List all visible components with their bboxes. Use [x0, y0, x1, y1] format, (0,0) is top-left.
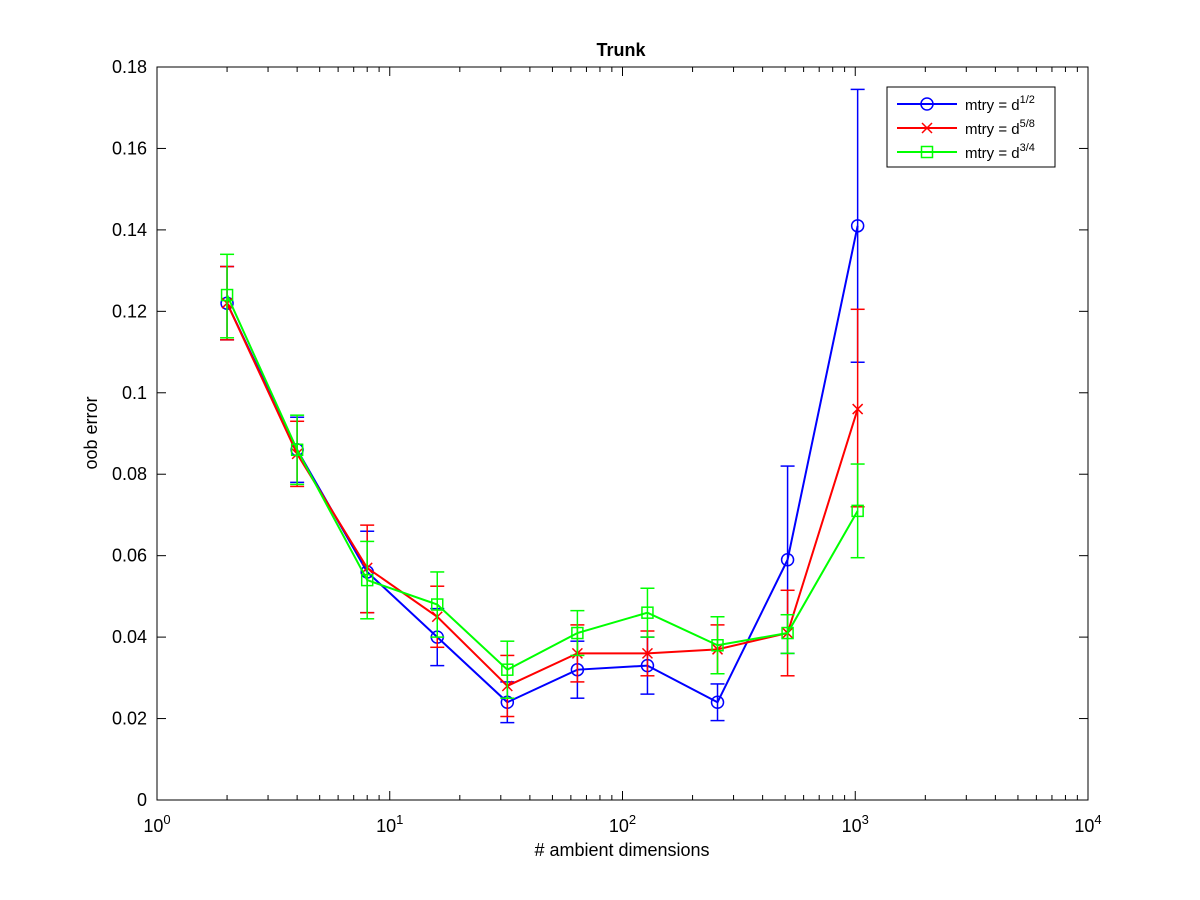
data-point-square — [711, 639, 724, 652]
data-point-square — [851, 504, 864, 518]
x-marker-stroke — [641, 647, 653, 659]
y-tick-label: 0.02 — [112, 709, 147, 729]
legend-label: mtry = d5/8 — [965, 118, 1035, 138]
error-bar — [710, 683, 725, 722]
y-tick-label: 0.08 — [112, 464, 147, 484]
data-point-square — [220, 288, 234, 302]
legend-entry: mtry = d1/2 — [897, 94, 1035, 114]
y-tick-label: 0.18 — [112, 57, 147, 77]
y-tick-label: 0.06 — [112, 546, 147, 566]
x-tick-label-base: 10 — [842, 816, 862, 836]
legend-label-text: mtry = d — [965, 121, 1020, 138]
plot-area — [156, 66, 1089, 801]
data-point-circle — [850, 219, 865, 233]
x-tick-label-exponent: 3 — [862, 812, 869, 827]
data-point-square — [571, 626, 584, 640]
x-tick-label-base: 10 — [1074, 816, 1094, 836]
error-bar — [640, 587, 655, 638]
series-layer — [220, 88, 865, 724]
x-tick-label-exponent: 1 — [396, 812, 403, 827]
series-line — [226, 294, 859, 671]
legend-label-exponent: 3/4 — [1020, 142, 1035, 154]
chart-title: Trunk — [596, 40, 646, 60]
x-tick-label-base: 10 — [376, 816, 396, 836]
data-point-square — [290, 443, 304, 457]
data-point-square — [920, 145, 934, 159]
x-tick-label: 102 — [609, 812, 636, 836]
error-bar — [500, 640, 515, 699]
x-tick-label: 104 — [1074, 812, 1101, 836]
legend-entry: mtry = d3/4 — [897, 142, 1035, 162]
legend-label: mtry = d1/2 — [965, 94, 1035, 114]
data-point-square — [360, 573, 374, 587]
data-point-square — [781, 626, 794, 640]
data-point-x — [852, 403, 864, 415]
x-marker-stroke — [852, 403, 864, 415]
y-tick-label: 0.12 — [112, 301, 147, 321]
error-bar — [220, 253, 235, 339]
series-line — [226, 302, 859, 688]
error-bar — [290, 414, 305, 486]
legend-label-exponent: 5/8 — [1020, 118, 1035, 130]
x-tick-label-base: 10 — [143, 816, 163, 836]
error-bar — [570, 609, 585, 657]
error-bar — [360, 540, 375, 620]
data-point-square — [501, 663, 514, 676]
x-tick-label: 100 — [143, 812, 170, 836]
data-point-x — [641, 647, 653, 659]
x-axis-label: # ambient dimensions — [534, 840, 709, 860]
legend-label-exponent: 1/2 — [1020, 94, 1035, 106]
x-axis: 100 101 102 103 104 — [143, 67, 1102, 836]
y-tick-label: 0.04 — [112, 627, 147, 647]
data-point-x — [921, 122, 933, 134]
error-bar — [850, 463, 865, 559]
x-tick-label-exponent: 0 — [163, 812, 170, 827]
data-point-square — [431, 598, 444, 611]
x-tick-label: 101 — [376, 812, 403, 836]
data-point-circle — [920, 97, 934, 111]
x-marker-stroke — [921, 122, 933, 134]
y-tick-label: 0.16 — [112, 138, 147, 158]
y-axis: 0 0.02 0.04 0.06 0.08 0.1 0.12 0.14 0.16 0.18 — [112, 57, 1088, 810]
y-axis-label: oob error — [81, 396, 101, 469]
data-point-circle — [780, 552, 795, 567]
x-tick-label-exponent: 4 — [1094, 812, 1101, 827]
legend-label: mtry = d3/4 — [965, 142, 1035, 162]
data-point-circle — [710, 695, 725, 710]
y-tick-label: 0 — [137, 790, 147, 810]
series-square — [220, 253, 865, 699]
legend-label-text: mtry = d — [965, 145, 1020, 162]
error-bar — [430, 571, 445, 638]
legend-label-text: mtry = d — [965, 97, 1020, 114]
axes-box — [156, 66, 1089, 801]
error-bar — [710, 616, 725, 675]
legend-entry: mtry = d5/8 — [897, 118, 1035, 138]
data-point-square — [641, 606, 654, 619]
y-tick-label: 0.14 — [112, 220, 147, 240]
x-tick-label-exponent: 2 — [629, 812, 636, 827]
x-tick-label: 103 — [842, 812, 869, 836]
x-tick-label-base: 10 — [609, 816, 629, 836]
y-tick-label: 0.1 — [122, 383, 147, 403]
error-bar — [780, 613, 795, 655]
